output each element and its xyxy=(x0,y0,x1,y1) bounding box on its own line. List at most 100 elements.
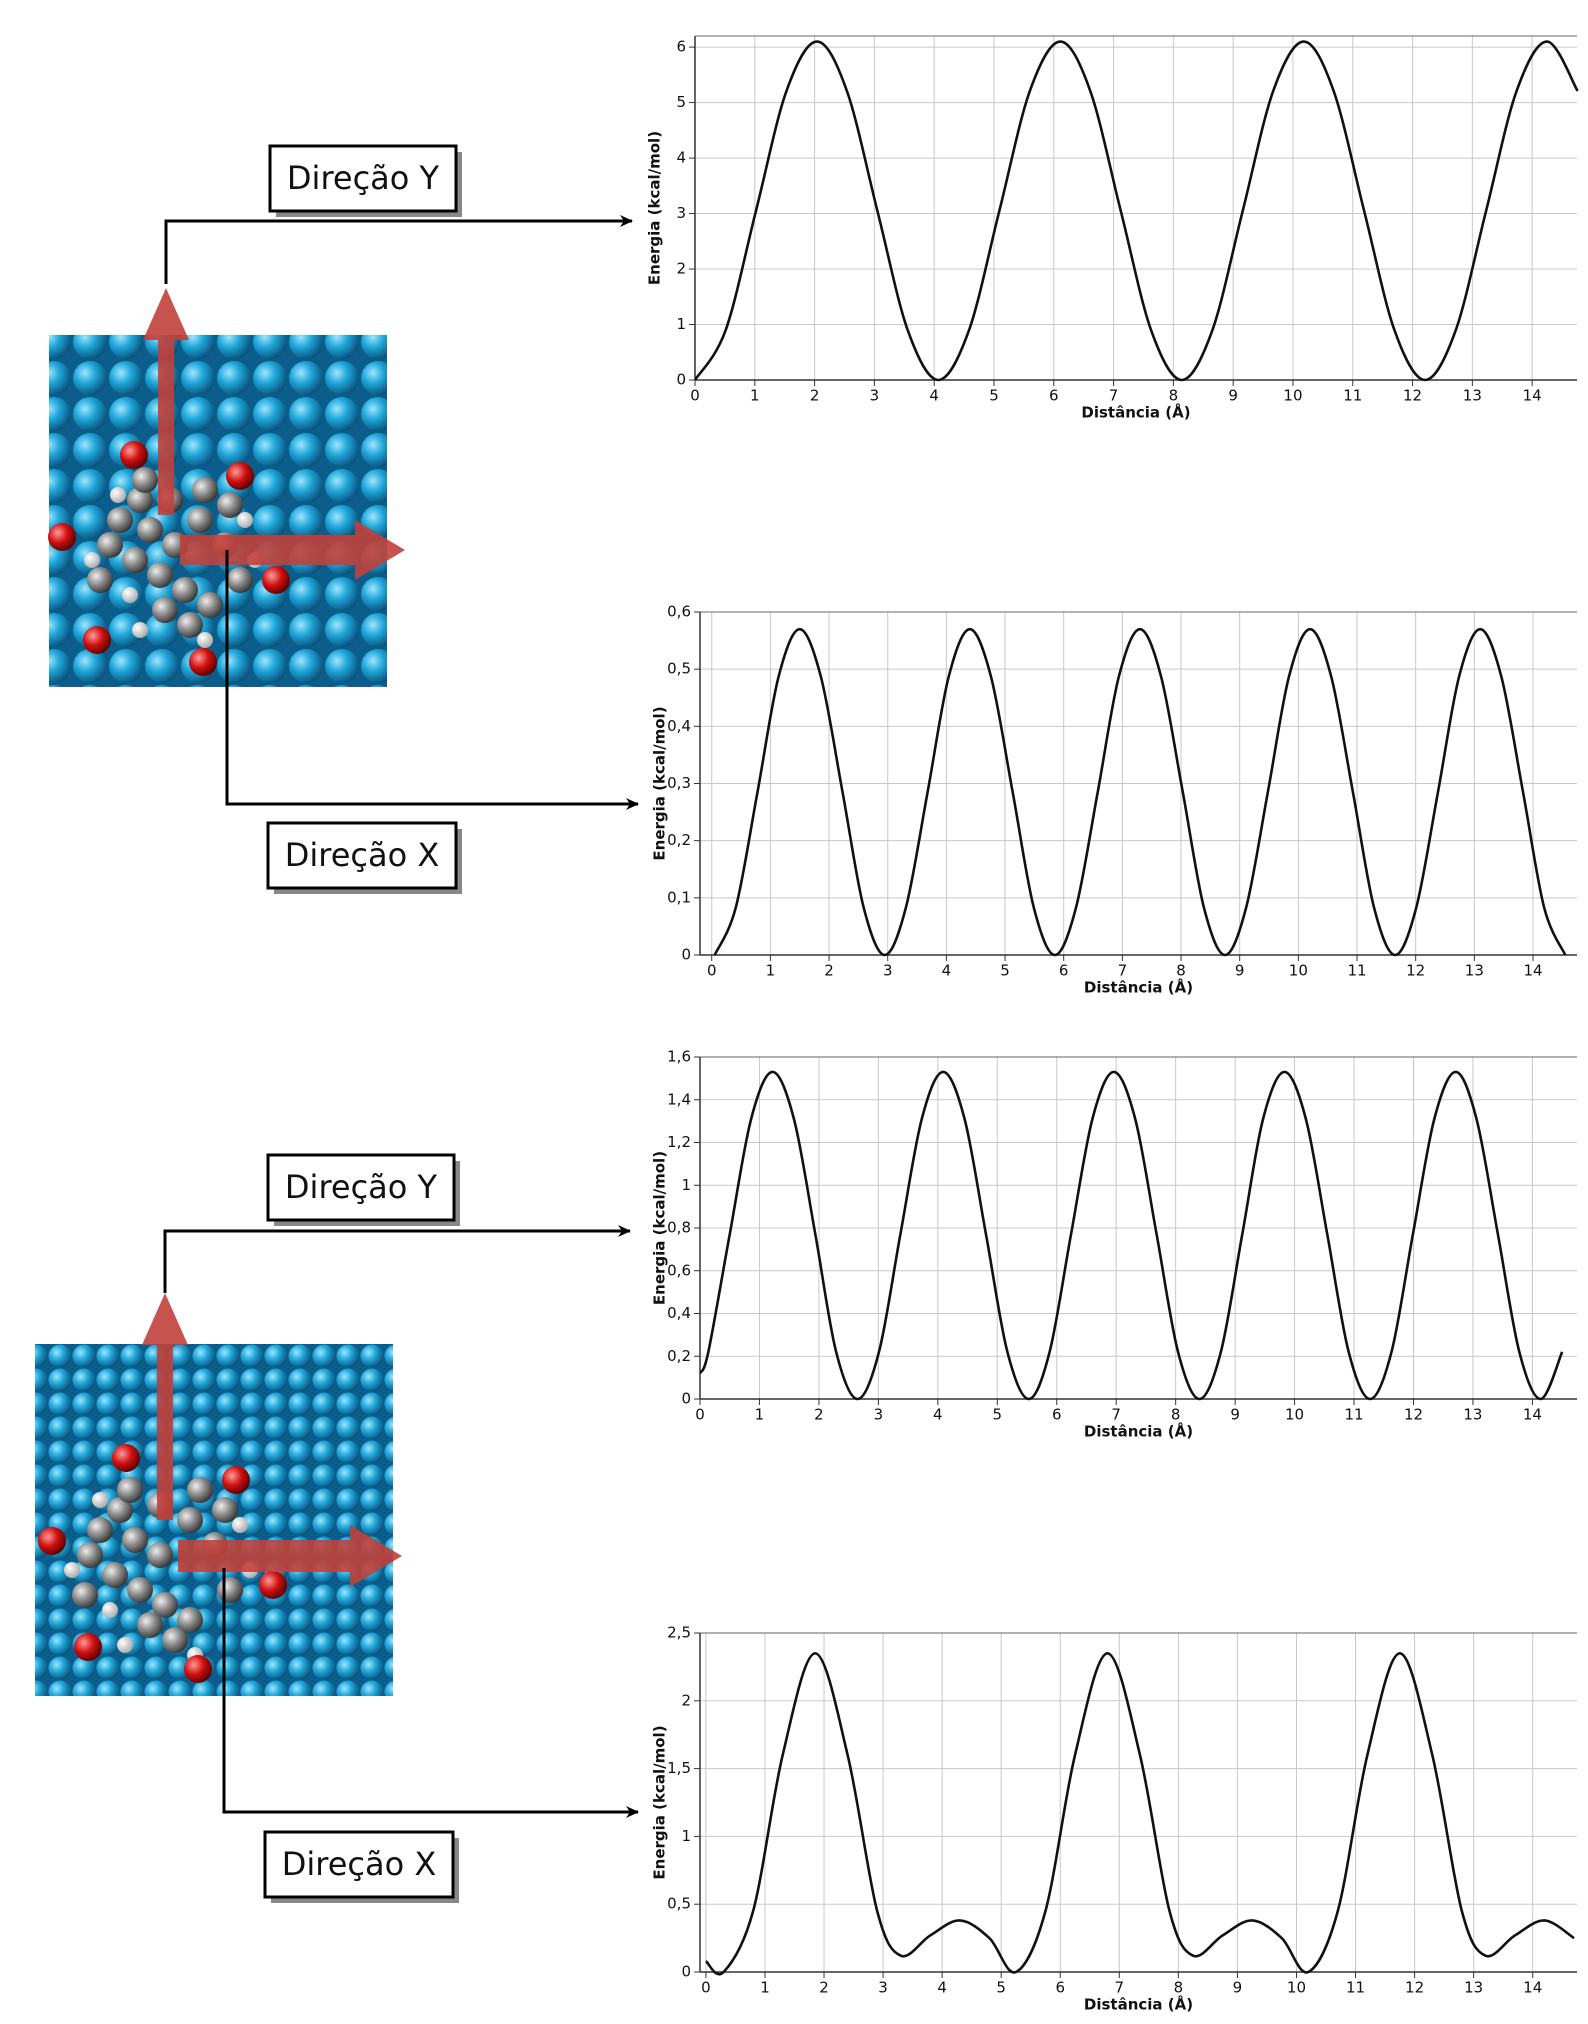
x-tick-label: 2 xyxy=(824,962,834,980)
x-tick-label: 2 xyxy=(814,1406,824,1424)
chart: 0 1 2 3 4 5 6 7 8 9 10 11 12 13 1400,10,20,30,40,50,6D… xyxy=(651,603,1577,997)
direction-label: Direção X xyxy=(282,1845,437,1883)
x-tick-label: 6 xyxy=(1049,387,1059,405)
x-tick-label: 8 xyxy=(1176,962,1186,980)
x-tick-label: 14 xyxy=(1523,1406,1542,1424)
x-tick-label: 11 xyxy=(1347,962,1366,980)
y-tick-label: 0 xyxy=(681,946,691,964)
x-axis-label: Distância (Å) xyxy=(1081,403,1190,422)
y-tick-label: 0,2 xyxy=(667,1347,691,1365)
x-tick-label: 12 xyxy=(1405,1979,1424,1997)
x-tick-label: 10 xyxy=(1285,1406,1304,1424)
x-tick-label: 6 xyxy=(1055,1979,1065,1997)
chart: 0 1 2 3 4 5 6 7 8 9 10 11 12 13 1400,511,522,5Distânci… xyxy=(651,1624,1577,2014)
y-tick-label: 0,5 xyxy=(667,660,691,678)
x-tick-label: 1 xyxy=(760,1979,770,1997)
data-line xyxy=(713,627,1567,957)
molecule-image xyxy=(48,288,405,687)
x-tick-label: 10 xyxy=(1289,962,1308,980)
x-tick-label: 14 xyxy=(1523,387,1542,405)
x-tick-label: 3 xyxy=(878,1979,888,1997)
y-tick-label: 0,6 xyxy=(667,603,691,621)
x-tick-label: 3 xyxy=(874,1406,884,1424)
y-tick-label: 0,8 xyxy=(667,1219,691,1237)
y-tick-label: 0,5 xyxy=(667,1895,691,1913)
y-tick-label: 0,6 xyxy=(667,1261,691,1279)
y-tick-label: 0 xyxy=(681,1390,691,1408)
x-tick-label: 1 xyxy=(755,1406,765,1424)
x-tick-label: 13 xyxy=(1463,1406,1482,1424)
y-tick-label: 0 xyxy=(681,1963,691,1981)
x-tick-label: 0 xyxy=(690,387,700,405)
y-tick-label: 1 xyxy=(681,1827,691,1845)
x-tick-label: 0 xyxy=(701,1979,711,1997)
y-tick-label: 2 xyxy=(681,1691,691,1709)
x-axis-label: Distância (Å) xyxy=(1084,1422,1193,1441)
x-tick-label: 7 xyxy=(1115,1979,1125,1997)
x-tick-label: 3 xyxy=(870,387,880,405)
y-tick-label: 4 xyxy=(676,149,686,167)
x-tick-label: 8 xyxy=(1174,1979,1184,1997)
y-tick-label: 0 xyxy=(676,371,686,389)
data-line xyxy=(700,1070,1564,1401)
y-axis-label: Energia (kcal/mol) xyxy=(651,706,669,860)
x-tick-label: 12 xyxy=(1404,1406,1423,1424)
x-tick-label: 11 xyxy=(1343,387,1362,405)
x-tick-label: 9 xyxy=(1228,387,1238,405)
x-tick-label: 10 xyxy=(1287,1979,1306,1997)
chart: 0 1 2 3 4 5 6 7 8 9 10 11 12 13 1400,20,40,60,811,21,4… xyxy=(651,1048,1577,1441)
x-tick-label: 11 xyxy=(1346,1979,1365,1997)
x-tick-label: 0 xyxy=(695,1406,705,1424)
x-tick-label: 14 xyxy=(1523,962,1542,980)
x-tick-label: 12 xyxy=(1406,962,1425,980)
x-tick-label: 1 xyxy=(766,962,776,980)
y-tick-label: 0,1 xyxy=(667,888,691,906)
y-tick-label: 0,3 xyxy=(667,774,691,792)
y-tick-label: 0,4 xyxy=(667,717,691,735)
molecule-image xyxy=(35,1293,402,1696)
x-tick-label: 8 xyxy=(1171,1406,1181,1424)
x-tick-label: 13 xyxy=(1463,387,1482,405)
y-axis-label: Energia (kcal/mol) xyxy=(646,131,664,285)
x-tick-label: 2 xyxy=(819,1979,829,1997)
data-line xyxy=(695,40,1579,382)
connectors xyxy=(163,215,639,1818)
direction-label: Direção Y xyxy=(287,159,440,197)
x-tick-label: 7 xyxy=(1111,1406,1121,1424)
y-tick-label: 1,6 xyxy=(667,1048,691,1066)
x-tick-label: 5 xyxy=(1000,962,1010,980)
direction-label: Direção X xyxy=(285,836,440,874)
x-tick-label: 9 xyxy=(1233,1979,1243,1997)
label-box: Direção Y xyxy=(268,144,462,217)
x-tick-label: 7 xyxy=(1118,962,1128,980)
label-box: Direção Y xyxy=(266,1153,460,1226)
x-tick-label: 4 xyxy=(942,962,952,980)
plot-area xyxy=(695,36,1577,380)
y-axis-label: Energia (kcal/mol) xyxy=(651,1151,669,1305)
x-tick-label: 13 xyxy=(1465,962,1484,980)
y-axis-label: Energia (kcal/mol) xyxy=(651,1725,669,1879)
y-tick-label: 1 xyxy=(676,315,686,333)
y-tick-label: 2 xyxy=(676,260,686,278)
y-tick-label: 3 xyxy=(676,204,686,222)
x-axis-label: Distância (Å) xyxy=(1084,1995,1193,2014)
label-box: Direção X xyxy=(263,1830,459,1903)
x-tick-label: 9 xyxy=(1230,1406,1240,1424)
x-tick-label: 4 xyxy=(933,1406,943,1424)
y-tick-label: 0,2 xyxy=(667,831,691,849)
x-tick-label: 6 xyxy=(1059,962,1069,980)
x-tick-label: 1 xyxy=(750,387,760,405)
x-tick-label: 13 xyxy=(1464,1979,1483,1997)
x-tick-label: 6 xyxy=(1052,1406,1062,1424)
x-tick-label: 5 xyxy=(996,1979,1006,1997)
x-tick-label: 8 xyxy=(1169,387,1179,405)
direction-label: Direção Y xyxy=(285,1168,438,1206)
data-line xyxy=(704,1652,1575,1976)
x-tick-label: 2 xyxy=(810,387,820,405)
x-tick-label: 10 xyxy=(1283,387,1302,405)
x-tick-label: 0 xyxy=(707,962,717,980)
y-tick-label: 2,5 xyxy=(667,1624,691,1642)
y-tick-label: 6 xyxy=(676,38,686,56)
